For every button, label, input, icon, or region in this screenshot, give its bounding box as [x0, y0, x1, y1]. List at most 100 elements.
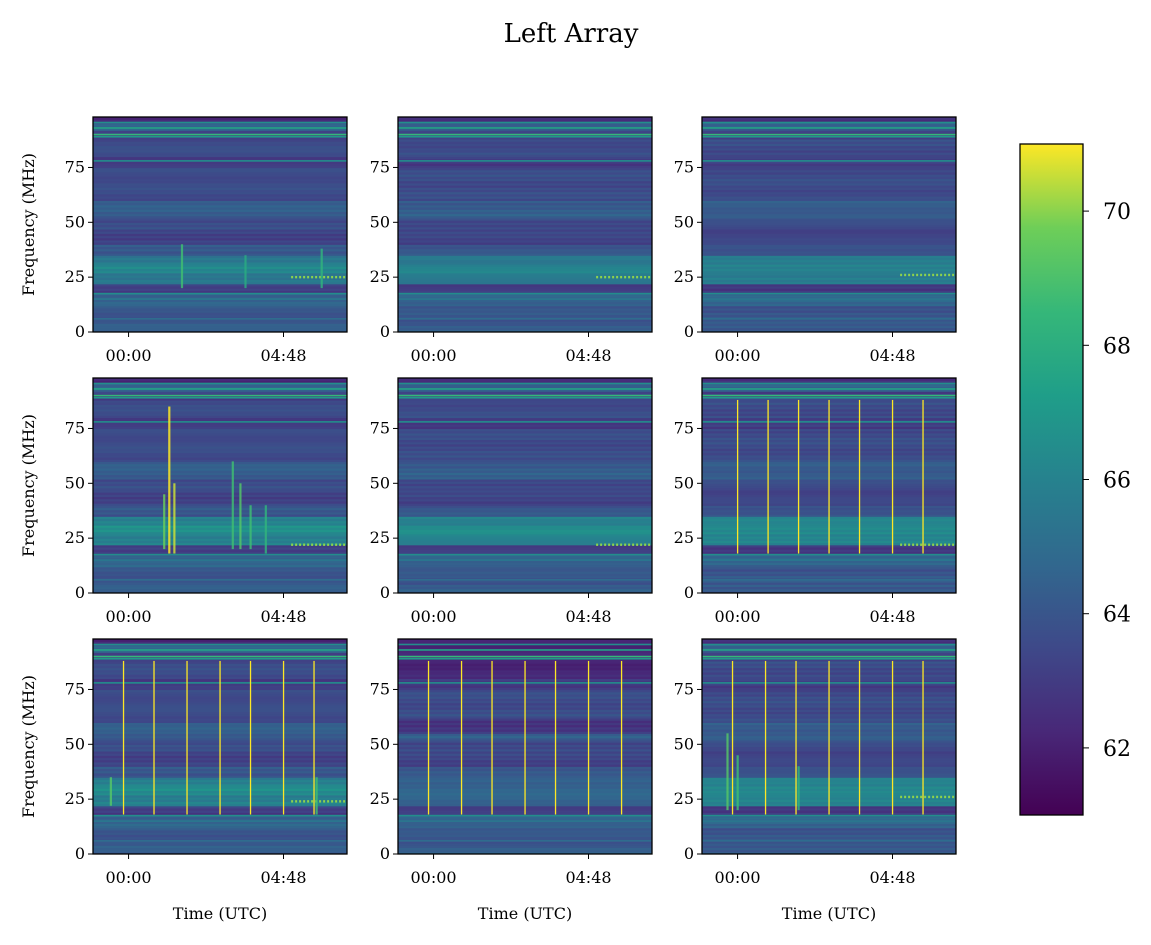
- y-tick-label: 75: [370, 679, 390, 698]
- freq-band: [93, 259, 347, 263]
- freq-band: [93, 518, 347, 522]
- freq-band: [398, 533, 652, 537]
- freq-band: [702, 310, 956, 313]
- freq-band: [93, 428, 347, 432]
- freq-band: [398, 147, 652, 151]
- freq-band: [398, 821, 652, 824]
- freq-band: [93, 391, 347, 394]
- freq-band: [398, 845, 652, 849]
- freq-band: [702, 555, 956, 559]
- freq-band: [702, 193, 956, 197]
- burst-mark: [264, 505, 267, 554]
- spectrogram: [93, 117, 347, 332]
- freq-band: [93, 266, 347, 269]
- rfi-line: [702, 840, 956, 842]
- dotted-band-mark: [920, 543, 923, 546]
- freq-band: [93, 127, 347, 131]
- freq-band: [93, 215, 347, 219]
- freq-band: [93, 257, 347, 261]
- freq-band: [93, 474, 347, 478]
- freq-band: [702, 233, 956, 237]
- freq-band: [93, 154, 347, 158]
- freq-band: [398, 193, 652, 197]
- rfi-line: [702, 649, 956, 651]
- dotted-band-mark: [307, 800, 310, 803]
- x-tick-label: 04:48: [260, 607, 306, 626]
- freq-band: [398, 437, 652, 441]
- freq-band: [398, 307, 652, 311]
- freq-band: [702, 288, 956, 291]
- dotted-band-mark: [948, 795, 951, 799]
- freq-band: [93, 253, 347, 256]
- freq-band: [93, 825, 347, 829]
- y-axis-label: Frequency (MHz): [19, 153, 38, 296]
- freq-band: [93, 413, 347, 416]
- freq-band: [93, 274, 347, 278]
- dotted-band-mark: [311, 800, 314, 803]
- freq-band: [702, 285, 956, 289]
- freq-band: [93, 310, 347, 313]
- y-tick-label: 0: [684, 322, 694, 341]
- freq-band: [93, 163, 347, 166]
- dotted-band-mark: [952, 273, 955, 277]
- freq-band: [93, 415, 347, 419]
- spike-mark: [122, 660, 125, 815]
- freq-band: [93, 233, 347, 237]
- freq-band: [93, 294, 347, 298]
- freq-band: [93, 441, 347, 445]
- rfi-line: [93, 820, 347, 822]
- freq-band: [398, 323, 652, 327]
- freq-band: [93, 503, 347, 506]
- freq-band: [398, 588, 652, 592]
- freq-band: [398, 310, 652, 313]
- burst-mark: [168, 406, 171, 554]
- freq-band: [398, 516, 652, 520]
- freq-band: [702, 652, 956, 655]
- freq-band: [93, 487, 347, 491]
- freq-band: [398, 202, 652, 206]
- freq-band: [702, 318, 956, 322]
- dotted-band-mark: [616, 543, 619, 546]
- freq-band: [702, 584, 956, 588]
- freq-band: [702, 277, 956, 280]
- freq-band: [398, 542, 652, 546]
- freq-band: [702, 388, 956, 392]
- freq-band: [702, 283, 956, 287]
- rfi-line: [398, 135, 652, 138]
- freq-band: [93, 406, 347, 410]
- spike-mark: [858, 399, 861, 554]
- freq-band: [702, 325, 956, 329]
- freq-band: [702, 156, 956, 160]
- dotted-band-mark: [916, 795, 919, 799]
- freq-band: [702, 827, 956, 831]
- freq-band: [93, 590, 347, 593]
- freq-band: [398, 261, 652, 265]
- freq-band: [93, 843, 347, 846]
- freq-band: [398, 562, 652, 566]
- freq-band: [398, 285, 652, 289]
- dotted-band-mark: [327, 543, 330, 546]
- freq-band: [93, 829, 347, 833]
- freq-band: [398, 233, 652, 237]
- freq-band: [702, 840, 956, 844]
- freq-band: [93, 235, 347, 239]
- freq-band: [702, 165, 956, 169]
- freq-band: [93, 263, 347, 267]
- y-tick-label: 0: [75, 322, 85, 341]
- freq-band: [398, 847, 652, 851]
- freq-band: [93, 178, 347, 182]
- x-tick-label: 00:00: [715, 868, 761, 887]
- dotted-band-mark: [335, 800, 338, 803]
- rfi-line: [702, 643, 956, 646]
- freq-band: [93, 323, 347, 327]
- freq-band: [702, 206, 956, 210]
- burst-mark: [244, 255, 247, 289]
- freq-band: [702, 149, 956, 153]
- freq-band: [93, 827, 347, 831]
- spectrogram: [398, 117, 652, 332]
- freq-band: [702, 829, 956, 833]
- freq-band: [93, 509, 347, 513]
- figure-title: Left Array: [504, 19, 639, 49]
- freq-band: [93, 507, 347, 511]
- freq-band: [93, 171, 347, 175]
